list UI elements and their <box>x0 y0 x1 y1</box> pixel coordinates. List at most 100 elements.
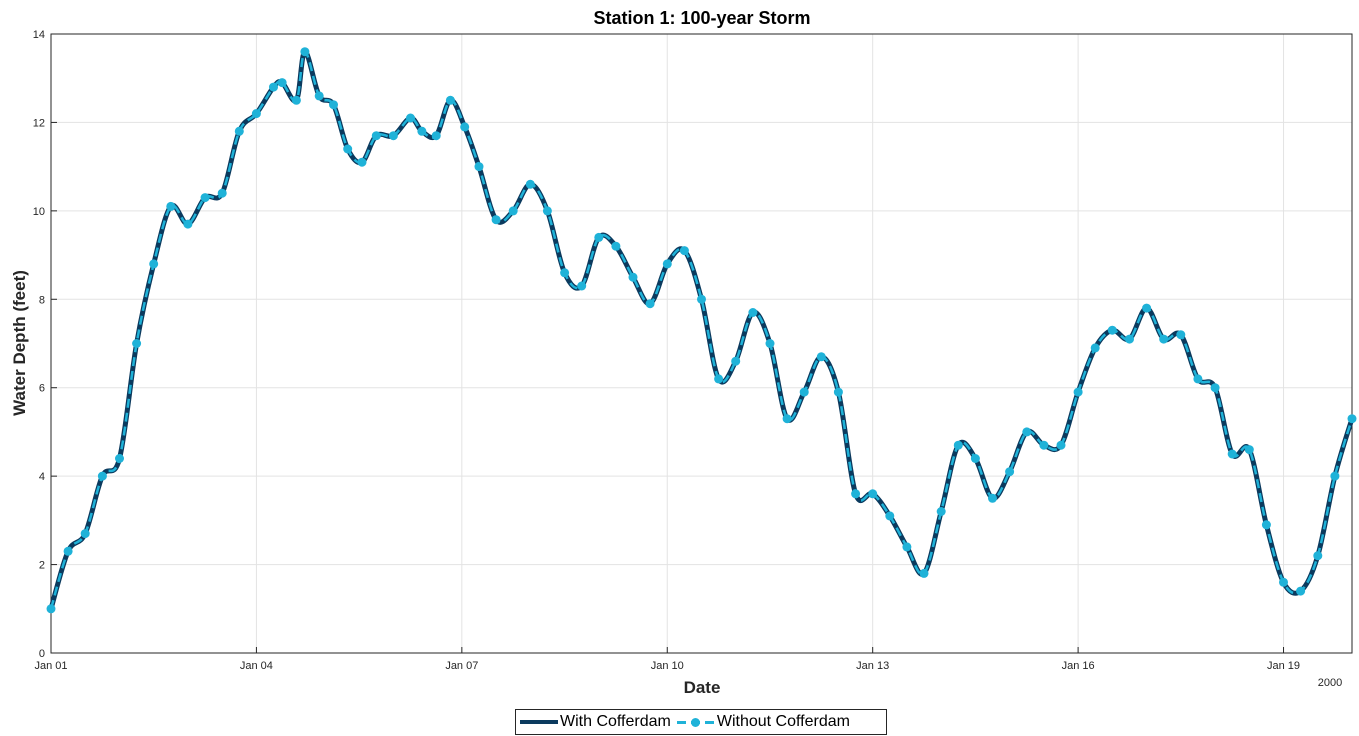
data-point <box>1039 440 1049 450</box>
series-without-cofferdam <box>46 47 1357 614</box>
data-point <box>166 201 176 211</box>
data-point <box>46 604 56 614</box>
data-point <box>1022 427 1032 437</box>
legend-item-without-cofferdam: Without Cofferdam <box>671 713 850 731</box>
data-point <box>868 489 878 499</box>
data-point <box>731 356 741 366</box>
data-point <box>645 299 655 309</box>
data-point <box>816 352 826 362</box>
data-point <box>833 387 843 397</box>
y-tick-label: 6 <box>39 383 45 395</box>
x-axis-label: Date <box>684 678 721 697</box>
x-axis-year-label: 2000 <box>1318 677 1342 689</box>
data-point <box>885 511 895 521</box>
x-tick-label: Jan 07 <box>445 660 478 672</box>
data-point <box>80 529 90 539</box>
data-point <box>251 109 261 119</box>
data-point <box>1244 445 1254 455</box>
y-tick-label: 0 <box>39 648 45 660</box>
data-point <box>217 188 227 198</box>
data-point <box>1347 414 1357 424</box>
legend: With Cofferdam Without Cofferdam <box>515 709 887 735</box>
data-point <box>765 339 775 348</box>
series-layer <box>46 47 1357 614</box>
legend-marker <box>690 717 700 727</box>
data-point <box>628 272 638 282</box>
data-point <box>149 259 159 269</box>
data-point <box>460 122 470 132</box>
data-point <box>1313 551 1323 561</box>
data-point <box>902 542 912 552</box>
data-point <box>417 126 427 136</box>
y-tick-label: 2 <box>39 560 45 572</box>
data-point <box>1227 449 1237 459</box>
data-point <box>953 440 963 450</box>
data-point <box>662 259 672 269</box>
data-point <box>919 568 929 578</box>
legend-label: Without Cofferdam <box>716 713 850 730</box>
data-point <box>291 95 301 105</box>
data-point <box>1107 325 1117 335</box>
data-point <box>936 507 946 516</box>
data-point <box>314 91 324 101</box>
data-point <box>474 162 484 172</box>
data-point <box>1142 303 1152 313</box>
data-point <box>1090 343 1100 353</box>
x-tick-label: Jan 01 <box>34 660 67 672</box>
legend-swatch-dashed <box>676 717 715 727</box>
data-point <box>1005 467 1015 477</box>
data-point <box>115 454 124 463</box>
data-point <box>1056 440 1066 450</box>
data-point <box>748 308 758 317</box>
data-point <box>1073 387 1083 397</box>
y-tick-label: 14 <box>33 29 45 41</box>
x-tick-label: Jan 13 <box>856 660 889 672</box>
x-tick-label: Jan 19 <box>1267 660 1300 672</box>
data-point <box>183 219 193 229</box>
data-point <box>714 374 724 384</box>
y-axis-label: Water Depth (feet) <box>10 270 29 416</box>
data-point <box>799 387 809 397</box>
data-point <box>343 144 353 154</box>
data-point <box>300 47 310 57</box>
data-point <box>1261 520 1271 530</box>
data-point <box>988 493 997 503</box>
data-point <box>542 206 552 216</box>
data-point <box>491 215 501 225</box>
x-tick-label: Jan 10 <box>651 660 684 672</box>
data-point <box>200 193 210 203</box>
data-point <box>371 131 381 141</box>
data-point <box>697 294 706 304</box>
data-point <box>1159 334 1169 344</box>
data-point <box>388 131 398 141</box>
series-line <box>48 49 1355 612</box>
data-point <box>234 126 244 136</box>
data-point <box>970 454 980 463</box>
legend-swatch-solid <box>520 720 558 724</box>
data-point <box>679 246 689 256</box>
y-axis: 0 2 4 6 8 10 12 14 <box>33 29 57 660</box>
data-point <box>269 82 278 92</box>
data-point <box>1193 374 1203 384</box>
data-point <box>132 339 142 348</box>
data-point <box>431 131 441 141</box>
data-point <box>611 241 621 251</box>
data-point <box>1125 334 1134 344</box>
data-point <box>560 268 570 278</box>
x-tick-label: Jan 04 <box>240 660 273 672</box>
data-point <box>277 78 287 88</box>
y-tick-label: 4 <box>39 471 45 483</box>
data-point <box>1176 330 1186 340</box>
data-point <box>1330 471 1340 481</box>
data-point <box>1296 586 1306 596</box>
data-point <box>1279 577 1288 587</box>
data-point <box>63 546 73 556</box>
data-point <box>851 489 861 499</box>
y-tick-label: 10 <box>33 206 45 218</box>
legend-label: With Cofferdam <box>560 713 671 730</box>
data-point <box>594 232 604 242</box>
chart-title: Station 1: 100-year Storm <box>593 8 810 28</box>
y-tick-label: 8 <box>39 294 45 306</box>
data-point <box>97 471 107 481</box>
